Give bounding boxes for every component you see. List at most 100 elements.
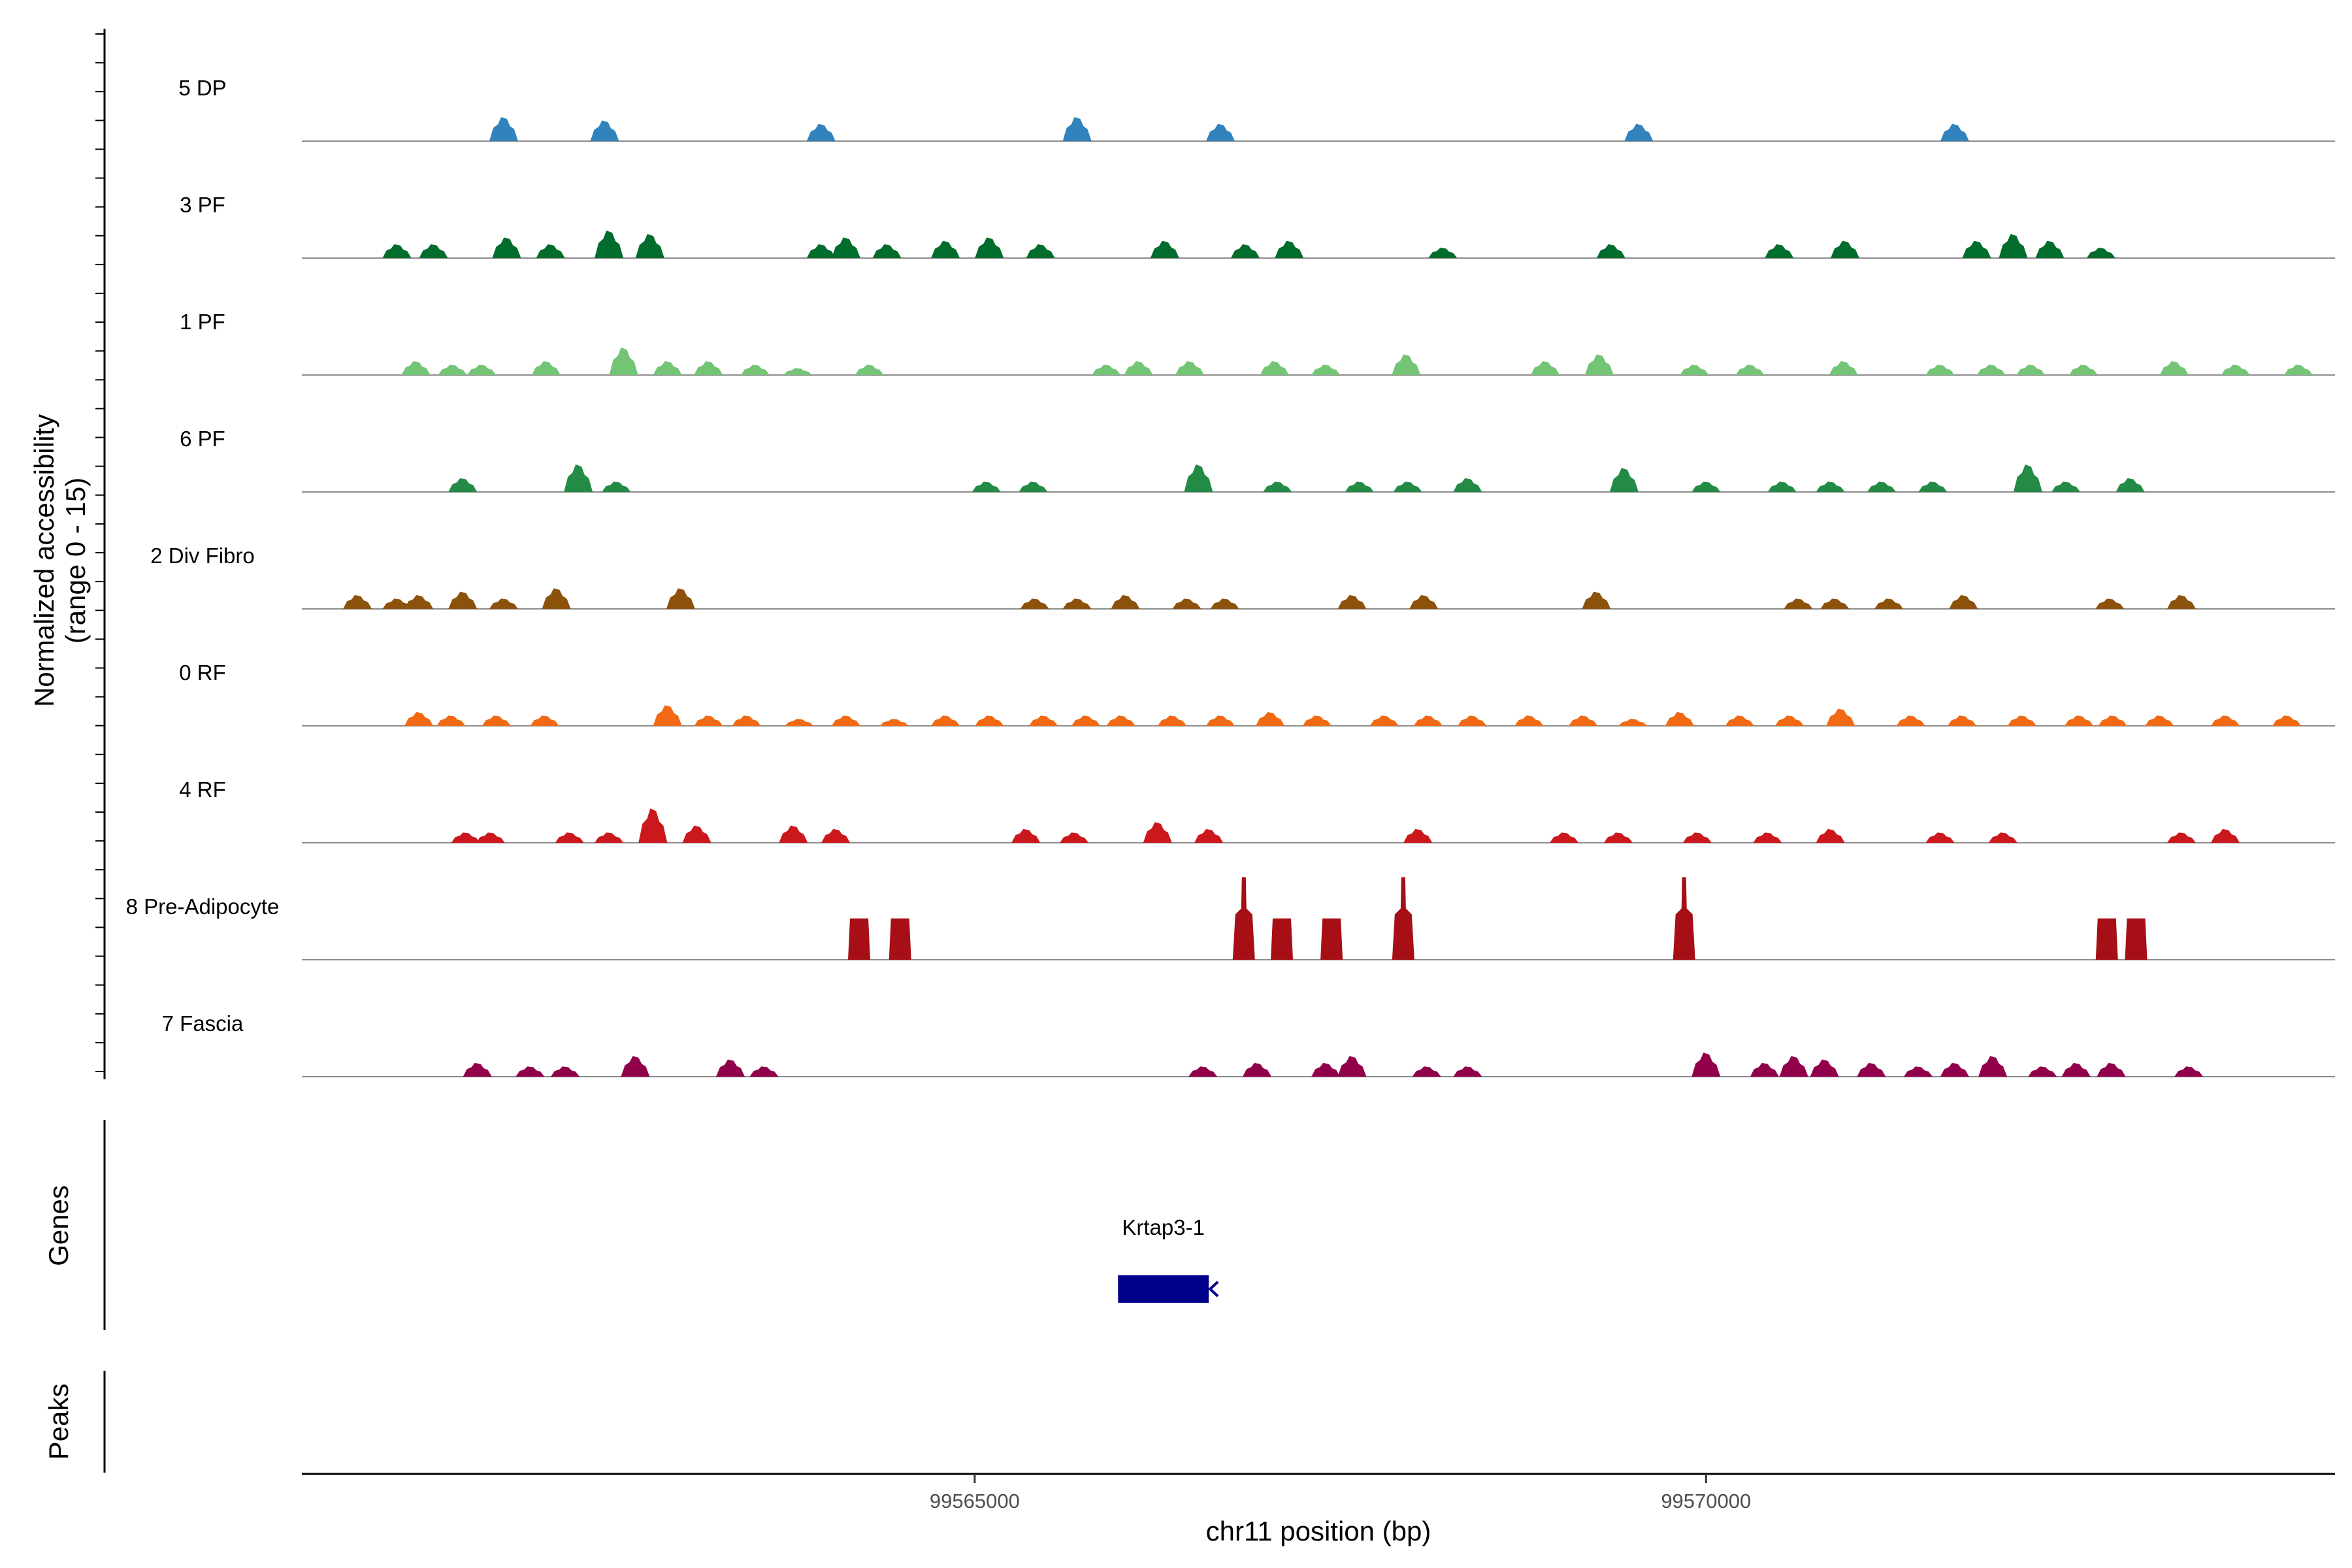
peak-0-rf [1369,715,1399,726]
peak-4-rf [476,832,505,843]
peak-0-rf [1158,715,1187,726]
peak-4-rf [1603,832,1633,843]
peak-1-pf [1925,365,1955,375]
peak-1-pf [2221,365,2250,375]
peak-2-div-fibro [489,598,518,609]
peak-3-pf [492,237,521,258]
track-label: 0 RF [179,661,226,685]
peak-7-fascia [1412,1066,1441,1077]
peak-7-fascia [1188,1066,1218,1077]
peak-3-pf [1962,240,1991,258]
peak-3-pf [419,244,448,258]
peak-1-pf [438,365,467,375]
coverage-tracks: 5 DP 3 PF 1 PF 6 PF 2 Div Fibro 0 RF 4 RF 8 Pre… [126,76,2335,1077]
peak-0-rf [1071,715,1101,726]
peak-1-pf [531,361,561,375]
peak-2-div-fibro [2166,595,2196,609]
peak-7-fascia [1903,1066,1933,1077]
peak-0-rf [1774,715,1804,726]
peak-4-rf [451,832,480,843]
peak-3-pf [806,244,836,258]
peak-0-rf [694,715,723,726]
peak-6-pf [1184,464,1213,492]
peak-0-rf [436,715,466,726]
peak-1-pf [694,361,723,375]
track-label: 7 Fascia [162,1011,244,1036]
peak-0-rf [530,715,559,726]
peak-1-pf [1531,361,1560,375]
peak-7-fascia [2061,1062,2091,1077]
genes-panel: Krtap3-1 [1118,1215,1219,1303]
peak-6-pf [1019,482,1048,492]
peak-6-pf [1691,482,1721,492]
peak-1-pf [1680,365,1709,375]
peak-8-pre-adipocyte [889,918,911,960]
track-label: 8 Pre-Adipocyte [126,894,280,919]
peak-6-pf [972,482,1001,492]
x-tick-label: 99570000 [1661,1490,1751,1512]
peak-4-rf [1816,828,1845,843]
peak-0-rf [732,715,761,726]
peak-4-rf [1988,832,2017,843]
track-6-pf: 6 PF [180,427,2335,493]
peak-4-rf [2211,828,2240,843]
peak-5-dp [1062,117,1092,141]
peak-4-rf [821,828,851,843]
peak-4-rf [1550,832,1579,843]
y-axis-title-range: (range 0 - 15) [60,478,91,644]
peak-2-div-fibro [1020,598,1049,609]
peak-5-dp [1205,123,1235,141]
peak-1-pf [741,365,770,375]
track-label: 3 PF [180,193,225,217]
peak-1-pf [467,365,497,375]
peak-3-pf [831,237,860,258]
peak-0-rf [1948,715,1977,726]
peak-7-fascia [1311,1062,1341,1077]
peak-8-pre-adipocyte [1673,877,1695,960]
peak-0-rf [1514,715,1544,726]
peak-0-rf [2007,715,2036,726]
track-8-pre-adipocyte: 8 Pre-Adipocyte [126,877,2335,960]
peak-7-fascia [1940,1062,1969,1077]
peak-8-pre-adipocyte [2095,918,2118,960]
track-3-pf: 3 PF [180,193,2335,259]
peak-7-fascia [2174,1066,2204,1077]
peak-1-pf [2016,365,2046,375]
peak-2-div-fibro [1582,591,1611,609]
peak-3-pf [1150,240,1179,258]
peak-3-pf [1231,244,1260,258]
peak-0-rf [1826,708,1855,726]
peak-1-pf [2068,365,2098,375]
track-7-fascia: 7 Fascia [162,1011,2335,1077]
peak-7-fascia [1242,1062,1271,1077]
peak-4-rf [1925,832,1955,843]
peak-1-pf [1260,361,1289,375]
peak-2-div-fibro [666,588,695,609]
peak-7-fascia [1779,1056,1808,1077]
peak-0-rf [879,719,909,726]
peak-8-pre-adipocyte [1320,918,1343,960]
peak-4-rf [682,825,711,843]
peak-0-rf [1413,715,1443,726]
peak-1-pf [1584,354,1614,375]
peak-0-rf [1029,715,1058,726]
peak-0-rf [785,719,814,726]
peak-2-div-fibro [1337,595,1367,609]
peak-6-pf [448,478,478,492]
track-2-div-fibro: 2 Div Fibro [150,544,2335,610]
track-0-rf: 0 RF [179,661,2335,727]
peak-2-div-fibro [404,595,434,609]
peak-6-pf [2013,464,2042,492]
peak-4-rf [779,825,808,843]
peak-0-rf [2145,715,2174,726]
peak-5-dp [590,120,619,141]
peak-0-rf [1256,711,1285,726]
peak-2-div-fibro [1172,598,1201,609]
peak-1-pf [783,368,812,375]
peak-1-pf [1976,365,2006,375]
peak-3-pf [1765,244,1794,258]
peak-2-div-fibro [382,598,412,609]
peak-4-rf [1194,828,1224,843]
peak-7-fascia [1453,1066,1482,1077]
